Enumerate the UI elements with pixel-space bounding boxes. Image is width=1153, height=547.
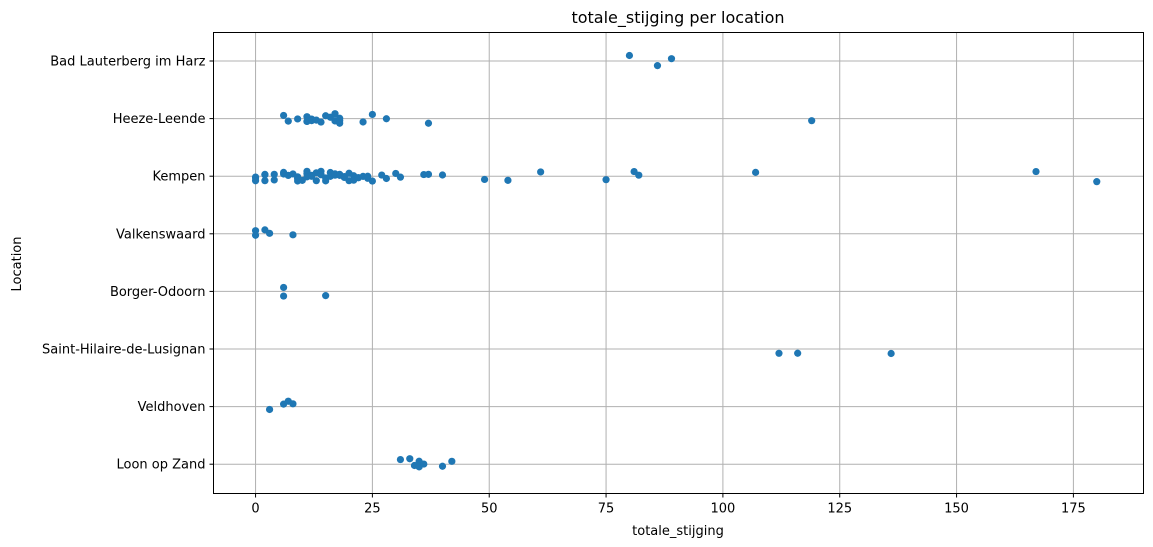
data-point [322, 292, 330, 300]
data-point [265, 405, 274, 414]
y-tick-label: Kempen [152, 170, 205, 185]
data-point [887, 349, 895, 358]
x-axis-label: totale_stijging [632, 524, 724, 539]
chart-title: totale_stijging per location [571, 8, 784, 28]
data-point [270, 170, 278, 178]
data-point [336, 114, 344, 122]
y-tick-label: Borger-Odoorn [110, 285, 206, 300]
data-point [438, 462, 447, 470]
x-tick-label: 25 [364, 502, 381, 517]
data-point [280, 292, 288, 300]
data-point [294, 115, 302, 123]
data-point [635, 171, 643, 179]
x-tick-label: 0 [251, 502, 259, 517]
data-point [448, 457, 456, 465]
data-point [280, 111, 288, 120]
data-point [808, 117, 816, 125]
data-point [794, 349, 802, 357]
data-point [270, 176, 278, 184]
data-point [1032, 167, 1040, 176]
data-point [420, 460, 428, 468]
data-point [406, 455, 414, 463]
data-point [317, 118, 325, 126]
data-point [382, 174, 391, 183]
y-tick-label: Veldhoven [138, 400, 206, 415]
y-axis-ticks: Bad Lauterberg im Harz Heeze-Leende Kempen… [42, 55, 214, 473]
data-point [1093, 178, 1101, 186]
data-point [331, 110, 339, 118]
y-tick-label: Loon op Zand [117, 458, 206, 473]
data-point [368, 110, 376, 119]
x-tick-label: 100 [710, 502, 735, 517]
data-point [625, 51, 634, 60]
data-point [667, 55, 676, 63]
y-tick-label: Valkenswaard [116, 227, 205, 242]
x-tick-label: 75 [598, 502, 615, 517]
x-axis-ticks: 0 25 50 75 100 125 150 175 [251, 493, 1086, 517]
data-point [251, 177, 260, 185]
data-point [336, 119, 344, 127]
data-point [438, 171, 447, 179]
y-tick-label: Heeze-Leende [113, 112, 206, 127]
y-tick-label: Saint-Hilaire-de-Lusignan [42, 343, 205, 358]
data-point [261, 177, 269, 185]
y-tick-label: Bad Lauterberg im Harz [50, 55, 205, 70]
data-point [424, 170, 433, 178]
data-point [289, 400, 297, 408]
data-point [537, 168, 545, 176]
data-points [251, 51, 1101, 471]
data-point [602, 176, 610, 184]
data-point [312, 177, 320, 185]
data-point [480, 175, 489, 184]
x-tick-label: 150 [944, 502, 969, 517]
data-point [396, 455, 405, 464]
data-point [382, 115, 391, 123]
data-point [368, 177, 376, 185]
plot-frame [213, 32, 1144, 494]
data-point [396, 173, 405, 181]
data-point [289, 231, 297, 239]
data-point [280, 283, 288, 292]
data-point [424, 119, 433, 127]
data-point [284, 117, 292, 125]
data-point [261, 170, 269, 178]
x-tick-label: 50 [481, 502, 498, 517]
data-point [752, 168, 760, 176]
data-point [653, 62, 662, 70]
x-tick-label: 125 [827, 502, 852, 517]
data-point [359, 118, 367, 126]
x-gridlines [255, 32, 1074, 494]
x-tick-label: 175 [1061, 502, 1086, 517]
data-point [265, 229, 274, 237]
data-point [322, 177, 330, 185]
y-axis-label: Location [10, 237, 25, 292]
data-point [775, 349, 783, 357]
data-point [504, 176, 512, 184]
data-point [251, 231, 260, 239]
